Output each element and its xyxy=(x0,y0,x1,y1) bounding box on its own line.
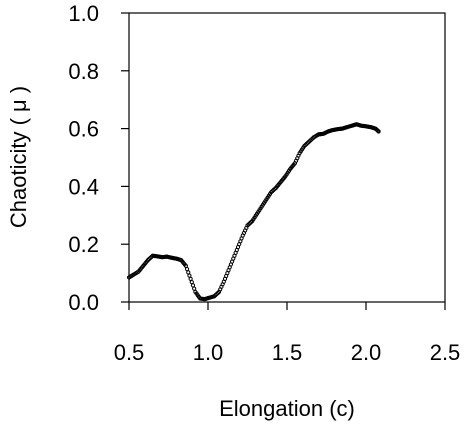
x-tick-label: 1.0 xyxy=(193,340,224,365)
x-tick-label: 1.5 xyxy=(272,340,303,365)
data-point xyxy=(188,276,193,281)
y-axis-label: Chaoticity ( μ ) xyxy=(6,86,31,228)
data-points xyxy=(126,122,381,302)
data-point xyxy=(186,270,191,275)
y-tick-label: 0.0 xyxy=(68,290,99,315)
data-point xyxy=(184,267,190,272)
x-tick-label: 2.5 xyxy=(430,340,461,365)
data-point xyxy=(376,129,381,134)
data-point xyxy=(189,280,194,285)
x-tick-label: 2.0 xyxy=(351,340,382,365)
x-tick-label: 0.5 xyxy=(114,340,145,365)
x-axis-label: Elongation (c) xyxy=(219,396,355,421)
y-tick-label: 0.4 xyxy=(68,174,99,199)
data-point xyxy=(192,286,197,291)
data-point xyxy=(190,283,196,288)
data-point xyxy=(187,273,192,278)
y-tick-label: 1.0 xyxy=(68,1,99,26)
axes: 0.5 1.0 1.5 2.0 2.5 0.0 0.2 0.4 0.6 0.8 1.0 xyxy=(68,1,460,365)
y-tick-label: 0.6 xyxy=(68,117,99,142)
y-tick-label: 0.2 xyxy=(68,232,99,257)
y-tick-label: 0.8 xyxy=(68,59,99,84)
